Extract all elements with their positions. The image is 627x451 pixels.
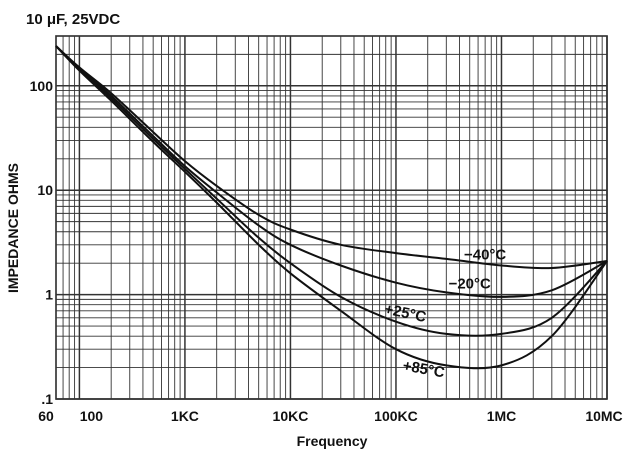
series-line-1: [55, 45, 608, 298]
x-axis-title: Frequency: [297, 433, 368, 449]
x-tick-label: 10MC: [585, 408, 622, 424]
chart-title: 10 μF, 25VDC: [26, 11, 120, 28]
y-tick-label: 100: [30, 78, 54, 94]
curve-label: −40°C: [464, 247, 506, 264]
y-tick-label: 1: [45, 287, 53, 303]
x-tick-label: 100: [80, 408, 104, 424]
grid: [55, 35, 608, 400]
curve-label: −20°C: [449, 275, 491, 292]
x-tick-labels: 60 100 1KC 10KC 100KC 1MC 10MC: [38, 408, 622, 424]
curves: [55, 45, 608, 370]
x-tick-label: 60: [38, 408, 54, 424]
y-tick-label: .1: [41, 391, 53, 407]
y-tick-labels: 100 10 1 .1: [30, 78, 54, 407]
x-tick-label: 1KC: [171, 408, 199, 424]
curve-labels: −40°C−20°C+25°C+85°C: [383, 247, 507, 382]
series-line-2: [55, 45, 608, 337]
x-tick-label: 10KC: [273, 408, 309, 424]
y-axis-title: IMPEDANCE OHMS: [5, 163, 21, 293]
y-tick-label: 10: [37, 182, 53, 198]
curve-label: +85°C: [401, 357, 446, 381]
series-line-3: [55, 45, 608, 370]
x-tick-label: 1MC: [487, 408, 517, 424]
x-tick-label: 100KC: [374, 408, 418, 424]
series-line-0: [55, 45, 608, 270]
